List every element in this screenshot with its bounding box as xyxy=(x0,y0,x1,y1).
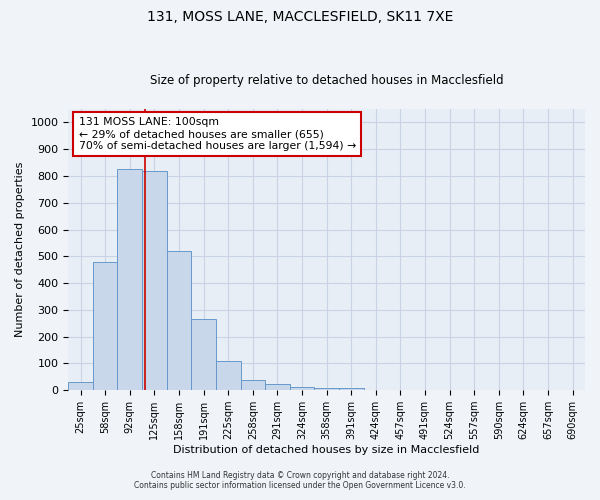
Bar xyxy=(290,387,314,390)
Bar xyxy=(216,361,241,390)
Text: 131 MOSS LANE: 100sqm
← 29% of detached houses are smaller (655)
70% of semi-det: 131 MOSS LANE: 100sqm ← 29% of detached … xyxy=(79,118,356,150)
Y-axis label: Number of detached properties: Number of detached properties xyxy=(15,162,25,338)
Bar xyxy=(118,170,142,390)
Title: Size of property relative to detached houses in Macclesfield: Size of property relative to detached ho… xyxy=(150,74,503,87)
Bar xyxy=(142,170,167,390)
Bar xyxy=(314,388,339,390)
Bar xyxy=(191,319,216,390)
Bar xyxy=(241,380,265,390)
Bar xyxy=(265,384,290,390)
Text: Contains HM Land Registry data © Crown copyright and database right 2024.
Contai: Contains HM Land Registry data © Crown c… xyxy=(134,470,466,490)
Text: 131, MOSS LANE, MACCLESFIELD, SK11 7XE: 131, MOSS LANE, MACCLESFIELD, SK11 7XE xyxy=(147,10,453,24)
Bar xyxy=(93,262,118,390)
Bar xyxy=(167,251,191,390)
X-axis label: Distribution of detached houses by size in Macclesfield: Distribution of detached houses by size … xyxy=(173,445,480,455)
Bar xyxy=(68,382,93,390)
Bar xyxy=(339,388,364,390)
